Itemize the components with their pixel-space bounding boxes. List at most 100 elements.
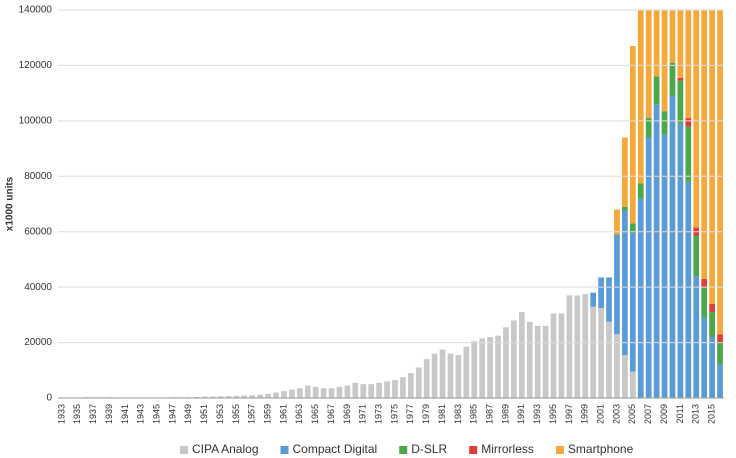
bar-segment — [320, 388, 327, 398]
bar-segment — [511, 320, 517, 398]
x-tick-label: 1979 — [421, 404, 431, 424]
bar-segment — [637, 10, 644, 184]
bar-segment — [685, 10, 692, 119]
x-tick-label: 1965 — [310, 404, 320, 424]
bar-segment — [669, 62, 676, 96]
bar-segment — [629, 371, 636, 398]
x-tick-label: 2001 — [595, 404, 605, 424]
bar-segment — [637, 183, 644, 199]
bar-segment — [360, 384, 367, 398]
bar-segment — [622, 137, 628, 207]
bar-segment — [717, 342, 723, 365]
bar-segment — [201, 396, 208, 398]
y-tick-label: 60000 — [24, 226, 52, 237]
x-tick-label: 2011 — [675, 404, 685, 423]
bar-segment — [614, 209, 620, 235]
bar-segment — [693, 10, 700, 228]
bar-segment — [542, 325, 549, 398]
x-tick-label: 1973 — [373, 404, 383, 424]
x-tick-label: 1987 — [484, 404, 494, 424]
bar-segment — [447, 353, 454, 398]
bar-segment — [622, 210, 628, 356]
x-tick-label: 1933 — [56, 404, 66, 424]
legend-swatch — [469, 446, 478, 454]
bar-segment — [495, 335, 501, 398]
bar-segment — [661, 10, 668, 112]
bar-segment — [637, 198, 644, 398]
bar-segment — [677, 80, 684, 124]
bar-segment — [431, 353, 438, 398]
bar-segment — [582, 294, 589, 398]
legend-swatch — [555, 446, 564, 454]
x-tick-label: 2007 — [643, 404, 653, 424]
bar-segment — [709, 312, 715, 338]
bar-segment — [550, 313, 557, 398]
bar-segment — [566, 295, 573, 398]
bar-segment — [677, 123, 684, 398]
bar-segment — [471, 341, 478, 398]
x-tick-label: 1985 — [469, 404, 479, 424]
x-tick-label: 1937 — [88, 404, 98, 424]
x-tick-label: 2005 — [627, 404, 637, 424]
legend-swatch — [180, 446, 188, 454]
x-tick-label: 1997 — [564, 404, 574, 424]
bar-segment — [701, 317, 708, 398]
x-tick-label: 2015 — [706, 404, 716, 424]
legend-label: D-SLR — [411, 442, 447, 456]
bar-segment — [257, 394, 264, 398]
x-tick-label: 1967 — [326, 404, 336, 424]
bar-segment — [622, 206, 628, 211]
x-tick-label: 1959 — [262, 404, 272, 424]
x-tick-label: 1961 — [278, 404, 288, 424]
bar-segment — [614, 334, 620, 398]
x-tick-label: 1963 — [294, 404, 304, 424]
bar-segment — [455, 355, 462, 398]
bar-segment — [677, 77, 684, 81]
bar-segment — [653, 104, 660, 398]
x-tick-label: 2003 — [611, 404, 621, 424]
bar-segment — [534, 325, 541, 398]
x-tick-label: 1939 — [104, 404, 114, 424]
bar-segment — [598, 307, 604, 398]
x-tick-label: 1991 — [516, 404, 526, 424]
bar-segment — [614, 234, 620, 335]
bar-segment — [629, 46, 636, 224]
x-tick-label: 1999 — [580, 404, 590, 424]
bar-segment — [629, 233, 636, 372]
bar-segment — [273, 392, 279, 398]
x-tick-label: 1957 — [247, 404, 257, 424]
x-tick-label: 1947 — [167, 404, 177, 424]
bar-segment — [629, 223, 636, 234]
y-tick-label: 40000 — [24, 282, 52, 293]
bar-segment — [685, 118, 692, 127]
bar-segment — [661, 111, 668, 135]
x-tick-label: 1995 — [548, 404, 558, 424]
y-tick-label: 100000 — [19, 115, 53, 126]
x-tick-label: 1951 — [199, 404, 209, 424]
bar-segment — [312, 386, 319, 398]
x-tick-label: 1981 — [437, 404, 447, 424]
x-tick-label: 1949 — [183, 404, 193, 424]
x-tick-label: 1945 — [151, 404, 161, 424]
bar-segment — [225, 396, 232, 398]
x-tick-label: 2013 — [691, 404, 701, 424]
bar-segment — [328, 388, 335, 398]
bar-segment — [407, 373, 414, 398]
bar-segment — [281, 391, 287, 398]
bar-segment — [400, 377, 406, 398]
legend-swatch — [399, 446, 408, 454]
bar-segment — [233, 395, 240, 398]
bar-segment — [336, 386, 343, 398]
bar-segment — [518, 312, 525, 398]
y-tick-label: 120000 — [19, 60, 53, 71]
bar-segment — [392, 379, 398, 398]
y-tick-label: 80000 — [24, 171, 52, 182]
bar-segment — [439, 349, 446, 398]
x-tick-label: 1941 — [120, 404, 130, 424]
x-tick-label: 1993 — [532, 404, 542, 424]
bar-segment — [717, 334, 723, 343]
y-tick-label: 140000 — [19, 5, 53, 16]
bar-segment — [717, 364, 723, 398]
x-tick-label: 1943 — [136, 404, 146, 424]
bar-segment — [709, 337, 715, 398]
